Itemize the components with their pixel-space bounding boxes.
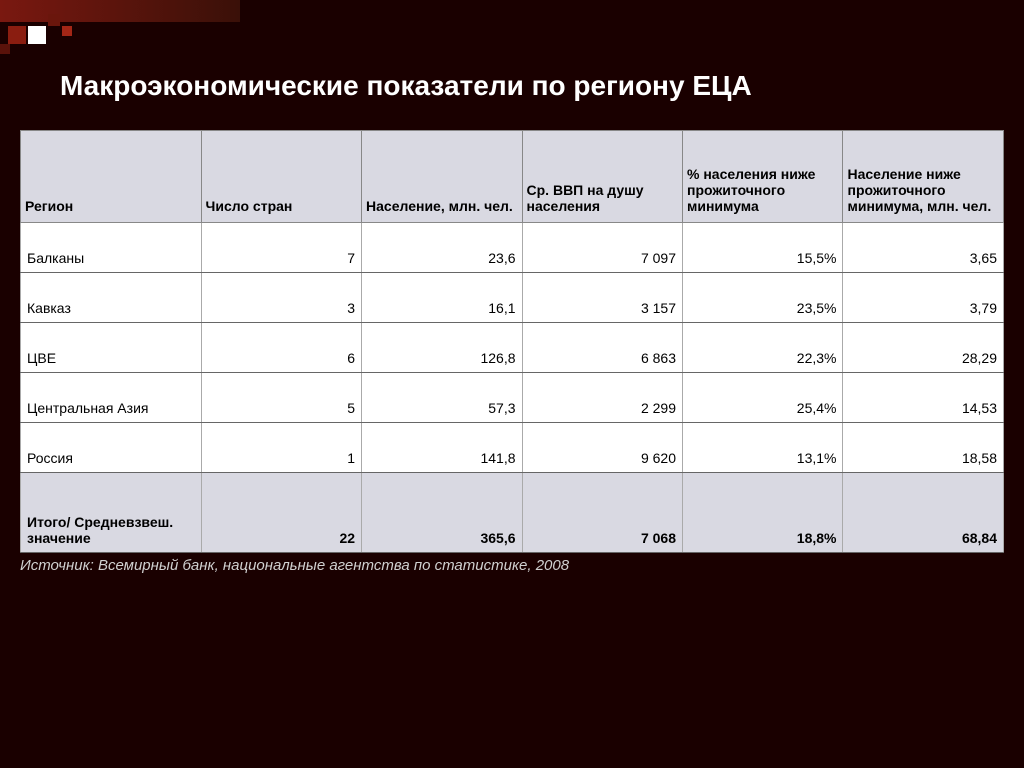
accent-square [0, 44, 10, 54]
source-note: Источник: Всемирный банк, национальные а… [20, 557, 580, 574]
cell-pop: 16,1 [362, 273, 522, 323]
cell-total-count: 22 [201, 473, 361, 553]
cell-count: 3 [201, 273, 361, 323]
cell-region: Центральная Азия [21, 373, 202, 423]
cell-total-gdp: 7 068 [522, 473, 682, 553]
cell-poor: 3,65 [843, 223, 1004, 273]
table-row: ЦВЕ 6 126,8 6 863 22,3% 28,29 [21, 323, 1004, 373]
table-header-row: Регион Число стран Население, млн. чел. … [21, 131, 1004, 223]
cell-pct: 13,1% [683, 423, 843, 473]
accent-square [48, 14, 60, 26]
cell-count: 5 [201, 373, 361, 423]
col-header-pop: Население, млн. чел. [362, 131, 522, 223]
col-header-count: Число стран [201, 131, 361, 223]
accent-square [8, 26, 26, 44]
cell-poor: 18,58 [843, 423, 1004, 473]
data-table: Регион Число стран Население, млн. чел. … [20, 130, 1004, 553]
col-header-pct: % населения ниже прожиточного минимума [683, 131, 843, 223]
col-header-region: Регион [21, 131, 202, 223]
cell-total-region: Итого/ Средневзвеш. значение [21, 473, 202, 553]
slide-title: Макроэкономические показатели по региону… [60, 70, 1004, 102]
cell-gdp: 9 620 [522, 423, 682, 473]
accent-bar [0, 0, 240, 22]
table-total-row: Итого/ Средневзвеш. значение 22 365,6 7 … [21, 473, 1004, 553]
accent-square [62, 26, 72, 36]
cell-pop: 57,3 [362, 373, 522, 423]
cell-gdp: 6 863 [522, 323, 682, 373]
slide-content: Макроэкономические показатели по региону… [20, 70, 1004, 574]
table-row: Центральная Азия 5 57,3 2 299 25,4% 14,5… [21, 373, 1004, 423]
cell-gdp: 7 097 [522, 223, 682, 273]
table-row: Балканы 7 23,6 7 097 15,5% 3,65 [21, 223, 1004, 273]
cell-pop: 141,8 [362, 423, 522, 473]
cell-count: 7 [201, 223, 361, 273]
cell-poor: 14,53 [843, 373, 1004, 423]
corner-accent [0, 0, 280, 56]
table-body: Балканы 7 23,6 7 097 15,5% 3,65 Кавказ 3… [21, 223, 1004, 553]
cell-region: Кавказ [21, 273, 202, 323]
cell-poor: 3,79 [843, 273, 1004, 323]
cell-gdp: 2 299 [522, 373, 682, 423]
col-header-poor: Население ниже прожиточного минимума, мл… [843, 131, 1004, 223]
cell-total-pct: 18,8% [683, 473, 843, 553]
col-header-gdp: Ср. ВВП на душу населения [522, 131, 682, 223]
cell-total-pop: 365,6 [362, 473, 522, 553]
cell-count: 6 [201, 323, 361, 373]
cell-region: ЦВЕ [21, 323, 202, 373]
cell-total-poor: 68,84 [843, 473, 1004, 553]
cell-pct: 23,5% [683, 273, 843, 323]
cell-region: Россия [21, 423, 202, 473]
cell-pct: 15,5% [683, 223, 843, 273]
cell-poor: 28,29 [843, 323, 1004, 373]
cell-gdp: 3 157 [522, 273, 682, 323]
accent-square [28, 26, 46, 44]
table-row: Кавказ 3 16,1 3 157 23,5% 3,79 [21, 273, 1004, 323]
cell-pct: 25,4% [683, 373, 843, 423]
cell-region: Балканы [21, 223, 202, 273]
cell-pop: 23,6 [362, 223, 522, 273]
cell-pct: 22,3% [683, 323, 843, 373]
cell-pop: 126,8 [362, 323, 522, 373]
table-row: Россия 1 141,8 9 620 13,1% 18,58 [21, 423, 1004, 473]
cell-count: 1 [201, 423, 361, 473]
